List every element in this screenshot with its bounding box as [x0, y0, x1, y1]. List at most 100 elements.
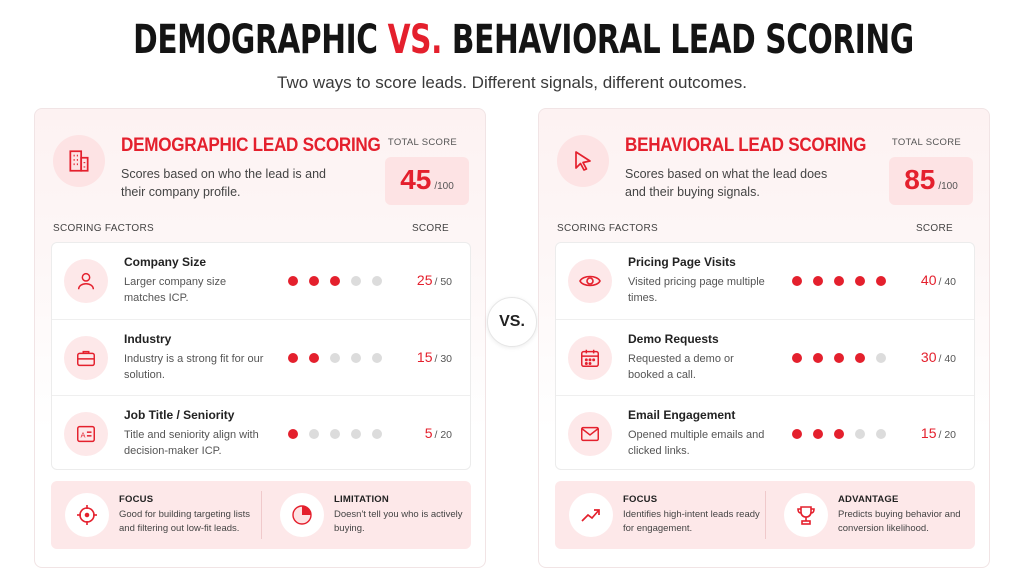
briefcase-icon: [64, 336, 108, 380]
vs-badge: VS.: [487, 297, 537, 347]
score-header: SCORE: [915, 223, 953, 234]
note-title: ADVANTAGE: [838, 494, 899, 505]
eye-icon: [568, 259, 612, 303]
factor-name: Demo Requests: [628, 332, 719, 346]
factor-score-value: 30: [920, 349, 937, 365]
factor-description: Requested a demo or booked a call.: [628, 353, 734, 381]
score-dot-filled: [309, 276, 319, 286]
factor-description: Title and seniority align with decision-…: [124, 429, 259, 457]
score-dot-filled: [813, 276, 823, 286]
score-dots: [288, 276, 382, 286]
user-icon: [64, 259, 108, 303]
score-dot-filled: [876, 276, 886, 286]
calendar-icon: [568, 336, 612, 380]
score-dot-empty: [876, 353, 886, 363]
note-focus: FOCUS Good for building targeting lists …: [51, 481, 261, 549]
score-dot-filled: [813, 353, 823, 363]
score-dot-filled: [813, 429, 823, 439]
factor-description: Industry is a strong fit for our solutio…: [124, 353, 264, 381]
score-dot-filled: [855, 353, 865, 363]
mail-icon: [568, 412, 612, 456]
factor-row: Company Size Larger company size matches…: [52, 243, 470, 319]
title-right: BEHAVIORAL LEAD SCORING: [451, 17, 914, 63]
factors-list: Pricing Page Visits Visited pricing page…: [555, 242, 975, 470]
score-dot-filled: [792, 429, 802, 439]
note-focus: FOCUS Identifies high-intent leads ready…: [555, 481, 765, 549]
pie-chart-icon: [280, 493, 324, 537]
factor-score: 25/ 50: [417, 272, 452, 288]
score-dot-filled: [834, 353, 844, 363]
note-title: FOCUS: [119, 494, 154, 505]
score-dot-filled: [834, 276, 844, 286]
factor-name: Industry: [124, 332, 172, 346]
factor-name: Pricing Page Visits: [628, 255, 736, 269]
trophy-icon: [784, 493, 828, 537]
notes-box: FOCUS Identifies high-intent leads ready…: [555, 481, 975, 549]
building-icon: [53, 135, 105, 187]
total-score-label: TOTAL SCORE: [387, 137, 457, 148]
score-dot-empty: [330, 429, 340, 439]
factor-score: 40/ 40: [921, 272, 956, 288]
factor-score: 5/ 20: [425, 425, 452, 441]
panel-description: Scores based on what the lead does and t…: [625, 167, 828, 199]
factor-description: Larger company size matches ICP.: [124, 276, 227, 304]
factor-score-max: / 40: [938, 276, 956, 288]
note-description: Identifies high-intent leads ready for e…: [623, 509, 760, 534]
score-dot-filled: [855, 276, 865, 286]
svg-text:A: A: [81, 431, 86, 440]
factor-score: 30/ 40: [921, 349, 956, 365]
factor-name: Company Size: [124, 255, 207, 269]
note-description: Doesn't tell you who is actively buying.: [334, 509, 463, 534]
behavioral-panel: BEHAVIORAL LEAD SCORING Scores based on …: [538, 108, 990, 568]
factor-row: A Job Title / Seniority Title and senior…: [52, 395, 470, 471]
score-dot-empty: [372, 429, 382, 439]
page-title: DEMOGRAPHIC VS. BEHAVIORAL LEAD SCORING: [0, 14, 1024, 66]
factor-score-max: / 40: [938, 353, 956, 365]
score-dot-filled: [330, 276, 340, 286]
factor-score-value: 25: [416, 272, 433, 288]
factor-score-max: / 50: [434, 276, 452, 288]
score-dot-empty: [876, 429, 886, 439]
note-title: LIMITATION: [334, 494, 389, 505]
total-score-box: 45 /100: [385, 157, 469, 205]
score-dots: [792, 429, 886, 439]
factor-score-max: / 20: [938, 429, 956, 441]
factor-description: Opened multiple emails and clicked links…: [628, 429, 765, 457]
total-score-value: 45: [400, 164, 432, 195]
score-dot-filled: [288, 276, 298, 286]
factor-row: Email Engagement Opened multiple emails …: [556, 395, 974, 471]
factor-name: Job Title / Seniority: [124, 408, 235, 422]
target-icon: [65, 493, 109, 537]
panel-title: DEMOGRAPHIC LEAD SCORING: [121, 135, 381, 156]
total-score-label: TOTAL SCORE: [891, 137, 961, 148]
score-dot-empty: [372, 353, 382, 363]
factor-row: Industry Industry is a strong fit for ou…: [52, 319, 470, 395]
score-dot-empty: [351, 276, 361, 286]
factor-score-max: / 30: [434, 353, 452, 365]
total-score-value: 85: [904, 164, 936, 195]
panel-description: Scores based on who the lead is and thei…: [121, 167, 326, 199]
note-title: FOCUS: [623, 494, 658, 505]
factors-header: SCORING FACTORS: [53, 223, 154, 234]
note-limitation: LIMITATION Doesn't tell you who is activ…: [261, 491, 471, 539]
id-card-icon: A: [64, 412, 108, 456]
total-score-max: /100: [938, 181, 958, 192]
factors-list: Company Size Larger company size matches…: [51, 242, 471, 470]
score-dot-empty: [351, 353, 361, 363]
factor-score-value: 15: [416, 349, 433, 365]
score-dot-filled: [288, 353, 298, 363]
score-dots: [792, 353, 886, 363]
note-advantage: ADVANTAGE Predicts buying behavior and c…: [765, 491, 975, 539]
score-dot-empty: [309, 429, 319, 439]
cursor-icon: [557, 135, 609, 187]
score-dot-empty: [351, 429, 361, 439]
score-dot-filled: [288, 429, 298, 439]
title-vs: VS.: [387, 17, 443, 63]
panel-title: BEHAVIORAL LEAD SCORING: [625, 135, 867, 156]
score-dot-filled: [792, 353, 802, 363]
total-score-box: 85 /100: [889, 157, 973, 205]
factor-score-value: 15: [920, 425, 937, 441]
title-left: DEMOGRAPHIC: [133, 17, 378, 63]
score-dots: [288, 353, 382, 363]
notes-box: FOCUS Good for building targeting lists …: [51, 481, 471, 549]
